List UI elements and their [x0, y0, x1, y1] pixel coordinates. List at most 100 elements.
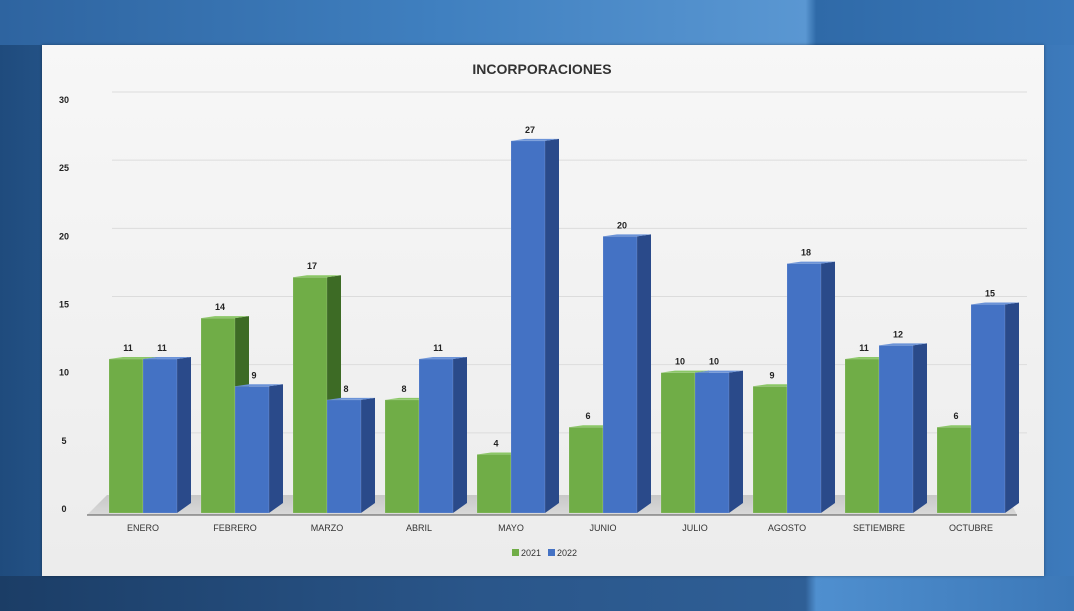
bar-side — [269, 384, 283, 513]
bar-top — [109, 357, 157, 360]
bar-front — [418, 358, 454, 514]
data-label: 18 — [801, 248, 811, 258]
bar-front — [200, 317, 236, 514]
bar-front — [660, 372, 696, 514]
category-label-mayo: MAYO — [498, 523, 524, 533]
category-label-setiembre: SETIEMBRE — [853, 523, 905, 533]
bar-top — [695, 370, 743, 373]
bar-top — [143, 357, 191, 360]
bars: 11 11 14 9 17 8 8 11 4 27 6 20 10 10 9 18 11 12 6 15 — [108, 125, 1019, 514]
bar-side — [361, 397, 375, 513]
bar-2022-mayo — [510, 138, 559, 514]
bar-side — [637, 234, 651, 514]
bar-side — [913, 343, 927, 513]
data-label: 10 — [675, 357, 685, 367]
data-label: 17 — [307, 261, 317, 271]
bar-2022-setiembre — [878, 343, 927, 514]
category-label-marzo: MARZO — [311, 523, 344, 533]
legend-swatch-2022 — [548, 549, 555, 556]
bar-top — [235, 384, 283, 387]
bar-front — [476, 454, 512, 514]
data-label: 4 — [493, 438, 498, 448]
bar-front — [878, 345, 914, 514]
y-tick-label: 15 — [59, 300, 69, 310]
bar-top — [879, 343, 927, 346]
bar-front — [936, 426, 972, 514]
bar-2022-julio — [694, 370, 743, 514]
legend: 2021 2022 — [512, 548, 577, 558]
bar-top — [419, 357, 467, 360]
data-label: 11 — [157, 343, 167, 353]
bar-front — [568, 426, 604, 514]
y-axis: 0 5 10 15 20 25 30 — [59, 95, 69, 514]
bar-front — [786, 263, 822, 514]
bar-front — [844, 358, 880, 514]
bar-top — [603, 234, 651, 237]
category-label-enero: ENERO — [127, 523, 159, 533]
data-label: 14 — [215, 302, 225, 312]
y-tick-label: 20 — [59, 231, 69, 241]
bar-top — [293, 275, 341, 278]
bar-side — [1005, 302, 1019, 513]
bar-side — [821, 261, 835, 513]
bar-2022-agosto — [786, 261, 835, 514]
category-label-abril: ABRIL — [406, 523, 432, 533]
category-label-octubre: OCTUBRE — [949, 523, 993, 533]
legend-label-2021: 2021 — [521, 548, 541, 558]
data-label: 9 — [769, 370, 774, 380]
bar-chart: INCORPORACIONES 0 5 10 15 20 25 30 11 11 14 9 17 8 8… — [59, 61, 1027, 558]
bar-top — [327, 397, 375, 400]
background-bottom-band — [0, 576, 1074, 611]
bar-2022-febrero — [234, 384, 283, 514]
data-label: 6 — [585, 411, 590, 421]
data-label: 8 — [343, 384, 348, 394]
bar-side — [729, 370, 743, 513]
category-label-febrero: FEBRERO — [213, 523, 257, 533]
y-tick-label: 25 — [59, 163, 69, 173]
bar-side — [177, 357, 191, 513]
x-axis: ENERO FEBRERO MARZO ABRIL MAYO JUNIO JULIO AGOS… — [127, 523, 993, 533]
background-top-band — [0, 0, 1074, 45]
bar-top — [201, 316, 249, 319]
chart-title: INCORPORACIONES — [472, 61, 611, 77]
data-label: 10 — [709, 357, 719, 367]
data-label: 20 — [617, 220, 627, 230]
data-label: 8 — [401, 384, 406, 394]
bar-front — [694, 372, 730, 514]
data-label: 15 — [985, 289, 995, 299]
bar-side — [545, 138, 559, 513]
y-tick-label: 10 — [59, 368, 69, 378]
bar-2021-febrero — [200, 316, 249, 514]
data-label: 6 — [953, 411, 958, 421]
bar-front — [602, 236, 638, 514]
bar-top — [787, 261, 835, 264]
bar-2022-enero — [142, 357, 191, 514]
category-label-julio: JULIO — [682, 523, 708, 533]
bar-front — [970, 304, 1006, 514]
data-label: 27 — [525, 125, 535, 135]
category-label-agosto: AGOSTO — [768, 523, 806, 533]
bar-2022-octubre — [970, 302, 1019, 514]
bar-front — [510, 140, 546, 514]
y-tick-label: 30 — [59, 95, 69, 105]
bar-top — [511, 138, 559, 141]
category-label-junio: JUNIO — [590, 523, 617, 533]
chart-panel: INCORPORACIONES 0 5 10 15 20 25 30 11 11 14 9 17 8 8… — [42, 45, 1044, 576]
y-tick-label: 0 — [61, 504, 66, 514]
bar-top — [971, 302, 1019, 305]
bar-side — [453, 357, 467, 513]
bar-2022-abril — [418, 357, 467, 514]
bar-front — [234, 386, 270, 514]
bar-front — [384, 399, 420, 514]
bar-2021-marzo — [292, 275, 341, 514]
data-label: 9 — [251, 370, 256, 380]
bar-front — [326, 399, 362, 514]
bar-front — [108, 358, 144, 514]
bar-2022-junio — [602, 234, 651, 514]
bar-2022-marzo — [326, 397, 375, 514]
bar-front — [292, 276, 328, 514]
bar-top — [661, 370, 709, 373]
bar-front — [752, 386, 788, 514]
data-label: 11 — [433, 343, 443, 353]
data-label: 12 — [893, 329, 903, 339]
